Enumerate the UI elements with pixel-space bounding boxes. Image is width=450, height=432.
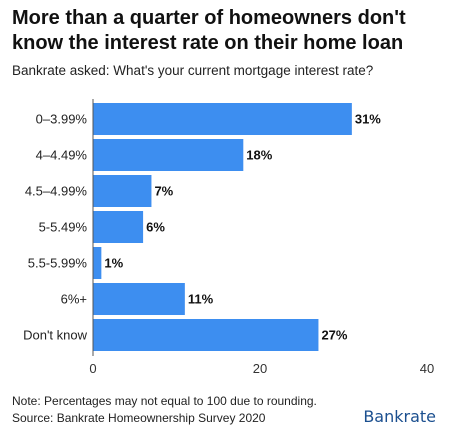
chart-title: More than a quarter of homeowners don't …	[12, 6, 442, 56]
category-label-1: 4–4.49%	[36, 148, 88, 163]
category-label-3: 5-5.49%	[39, 220, 88, 235]
x-tick-label-0: 0	[89, 361, 96, 376]
bar-4	[93, 247, 102, 279]
x-tick-label-1: 20	[253, 361, 267, 376]
value-label-4: 1%	[104, 256, 123, 271]
chart-title-line-2: know the interest rate on their home loa…	[12, 32, 404, 54]
bar-chart: 0–3.99% 31% 4–4.49% 18% 4.5–4.99% 7% 5-5.49% 6%…	[23, 99, 434, 376]
bankrate-logo: Bankrate	[363, 407, 436, 426]
source-note: Source: Bankrate Homeownership Survey 20…	[12, 411, 266, 425]
category-label-0: 0–3.99%	[36, 112, 88, 127]
value-label-3: 6%	[146, 220, 165, 235]
bar-3	[93, 211, 144, 243]
bar-5	[93, 283, 185, 315]
category-label-6: Don't know	[23, 328, 88, 343]
value-label-1: 18%	[246, 148, 272, 163]
bar-6	[93, 319, 319, 351]
chart-subtitle: Bankrate asked: What's your current mort…	[12, 63, 374, 78]
value-label-2: 7%	[154, 184, 173, 199]
category-label-2: 4.5–4.99%	[25, 184, 88, 199]
x-tick-label-2: 40	[420, 361, 434, 376]
value-label-0: 31%	[355, 112, 381, 127]
value-label-6: 27%	[321, 328, 347, 343]
bar-1	[93, 139, 244, 171]
category-label-5: 6%+	[61, 292, 87, 307]
rounding-note: Note: Percentages may not equal to 100 d…	[12, 394, 317, 408]
bar-0	[93, 103, 352, 135]
category-label-4: 5.5-5.99%	[28, 256, 88, 271]
chart-footnotes: Note: Percentages may not equal to 100 d…	[12, 393, 317, 427]
bar-2	[93, 175, 152, 207]
value-label-5: 11%	[188, 292, 214, 307]
chart-title-line-1: More than a quarter of homeowners don't	[12, 7, 406, 29]
